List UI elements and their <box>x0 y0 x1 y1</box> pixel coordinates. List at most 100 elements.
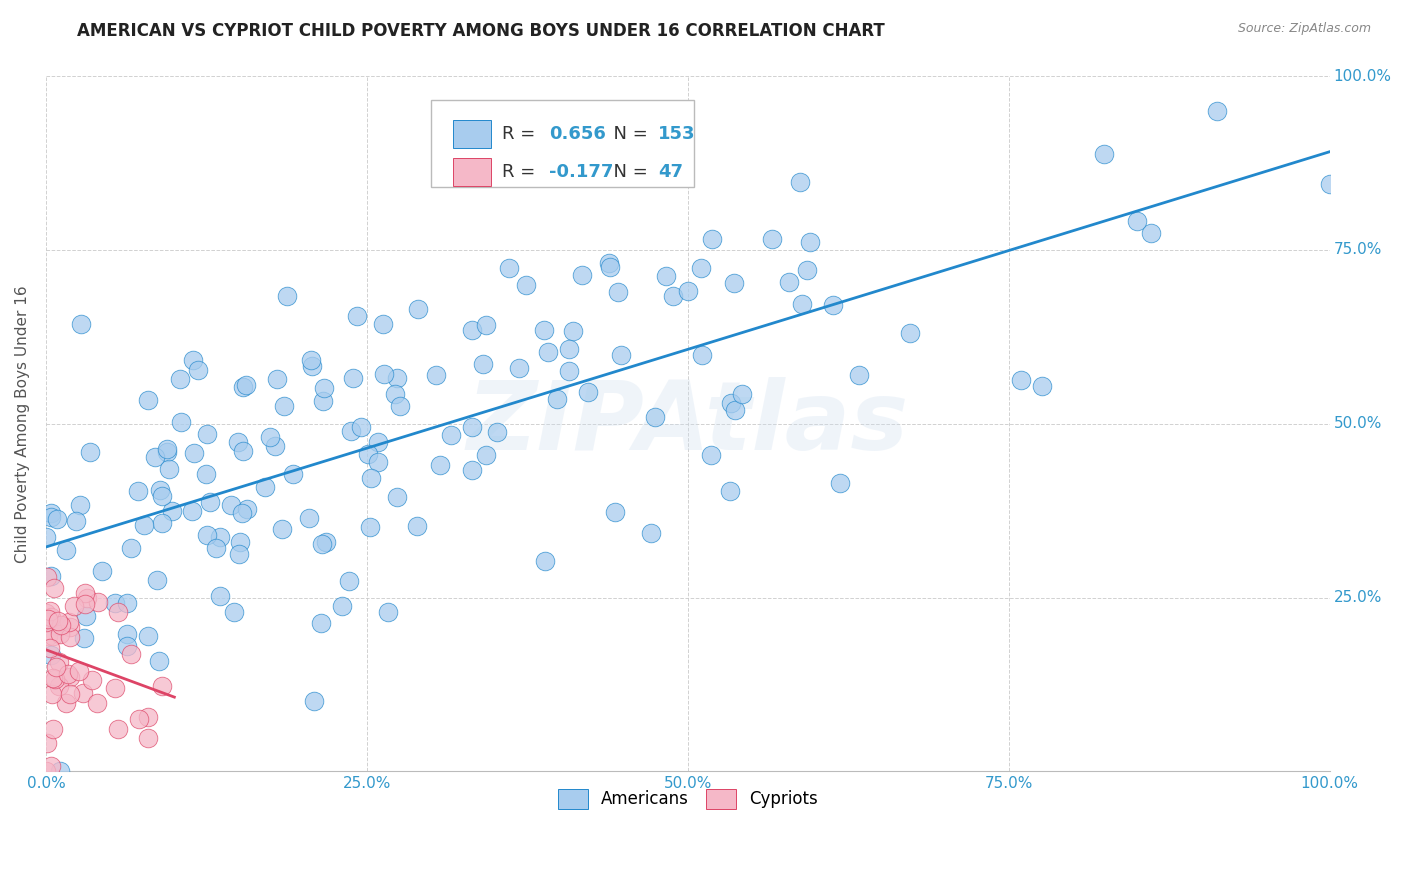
Point <box>37 629 59 643</box>
Text: 100.0%: 100.0% <box>1333 69 1392 84</box>
Point <box>486 425 509 439</box>
Point <box>48 679 70 693</box>
Point <box>205 541 228 556</box>
Point <box>384 386 406 401</box>
Point <box>720 396 742 410</box>
Point <box>1140 227 1163 241</box>
Point <box>58 615 80 629</box>
Point <box>1126 213 1149 227</box>
Point <box>408 302 430 317</box>
Point <box>359 520 381 534</box>
Point <box>235 377 257 392</box>
Point <box>232 380 254 394</box>
Point <box>718 483 741 498</box>
Bar <box>453 120 492 148</box>
Text: N =: N = <box>602 163 654 181</box>
Point <box>146 573 169 587</box>
Point <box>571 268 593 282</box>
Point <box>330 599 353 613</box>
Point <box>828 476 851 491</box>
Point <box>157 462 180 476</box>
Point <box>86 697 108 711</box>
Point <box>69 317 91 331</box>
Point <box>195 467 218 482</box>
Point <box>49 764 72 779</box>
Point <box>35 615 58 629</box>
Point <box>231 506 253 520</box>
FancyBboxPatch shape <box>432 101 695 187</box>
Point <box>228 535 250 549</box>
Point <box>508 361 530 376</box>
Point <box>266 372 288 386</box>
Point <box>232 444 254 458</box>
Point <box>789 175 811 189</box>
Point <box>342 371 364 385</box>
Point <box>45 659 67 673</box>
Point <box>373 367 395 381</box>
Point <box>474 448 496 462</box>
Point <box>155 442 177 456</box>
Point <box>49 626 72 640</box>
Point <box>259 430 281 444</box>
Point <box>723 276 745 290</box>
Point <box>796 262 818 277</box>
Point <box>536 345 558 359</box>
Point <box>183 445 205 459</box>
Point <box>136 731 159 746</box>
Point <box>723 402 745 417</box>
Point <box>59 630 82 644</box>
Point <box>690 348 713 362</box>
Point <box>273 399 295 413</box>
Point <box>599 260 621 274</box>
Point <box>41 610 63 624</box>
Point <box>79 445 101 459</box>
Point <box>37 612 59 626</box>
Point <box>700 448 723 462</box>
Point <box>55 696 77 710</box>
Point <box>610 348 633 362</box>
Point <box>690 261 713 276</box>
Point <box>425 368 447 382</box>
Point <box>367 434 389 449</box>
Point <box>63 599 86 613</box>
Point <box>41 648 63 662</box>
Point <box>558 364 581 378</box>
Text: 153: 153 <box>658 125 696 144</box>
Point <box>534 554 557 568</box>
Point <box>298 510 321 524</box>
Point <box>898 326 921 340</box>
Point <box>472 357 495 371</box>
Point <box>136 393 159 408</box>
Point <box>35 736 58 750</box>
Point <box>498 260 520 275</box>
Point <box>799 235 821 250</box>
Point <box>311 537 333 551</box>
Text: N =: N = <box>602 125 654 144</box>
Point <box>761 232 783 246</box>
Point <box>405 519 427 533</box>
Point <box>790 297 813 311</box>
Point <box>367 455 389 469</box>
Point <box>848 368 870 383</box>
Point <box>187 363 209 377</box>
Point <box>169 372 191 386</box>
Point <box>429 458 451 472</box>
Point <box>195 427 218 442</box>
Point <box>346 309 368 323</box>
Point <box>312 394 335 409</box>
Point <box>42 722 65 736</box>
Point <box>148 654 170 668</box>
Bar <box>453 158 492 186</box>
Point <box>59 620 82 634</box>
Point <box>350 420 373 434</box>
Text: 75.0%: 75.0% <box>1333 243 1382 258</box>
Point <box>676 284 699 298</box>
Point <box>75 608 97 623</box>
Point <box>371 317 394 331</box>
Point <box>39 568 62 582</box>
Point <box>208 589 231 603</box>
Point <box>107 723 129 737</box>
Point <box>603 506 626 520</box>
Point <box>558 343 581 357</box>
Point <box>546 392 568 406</box>
